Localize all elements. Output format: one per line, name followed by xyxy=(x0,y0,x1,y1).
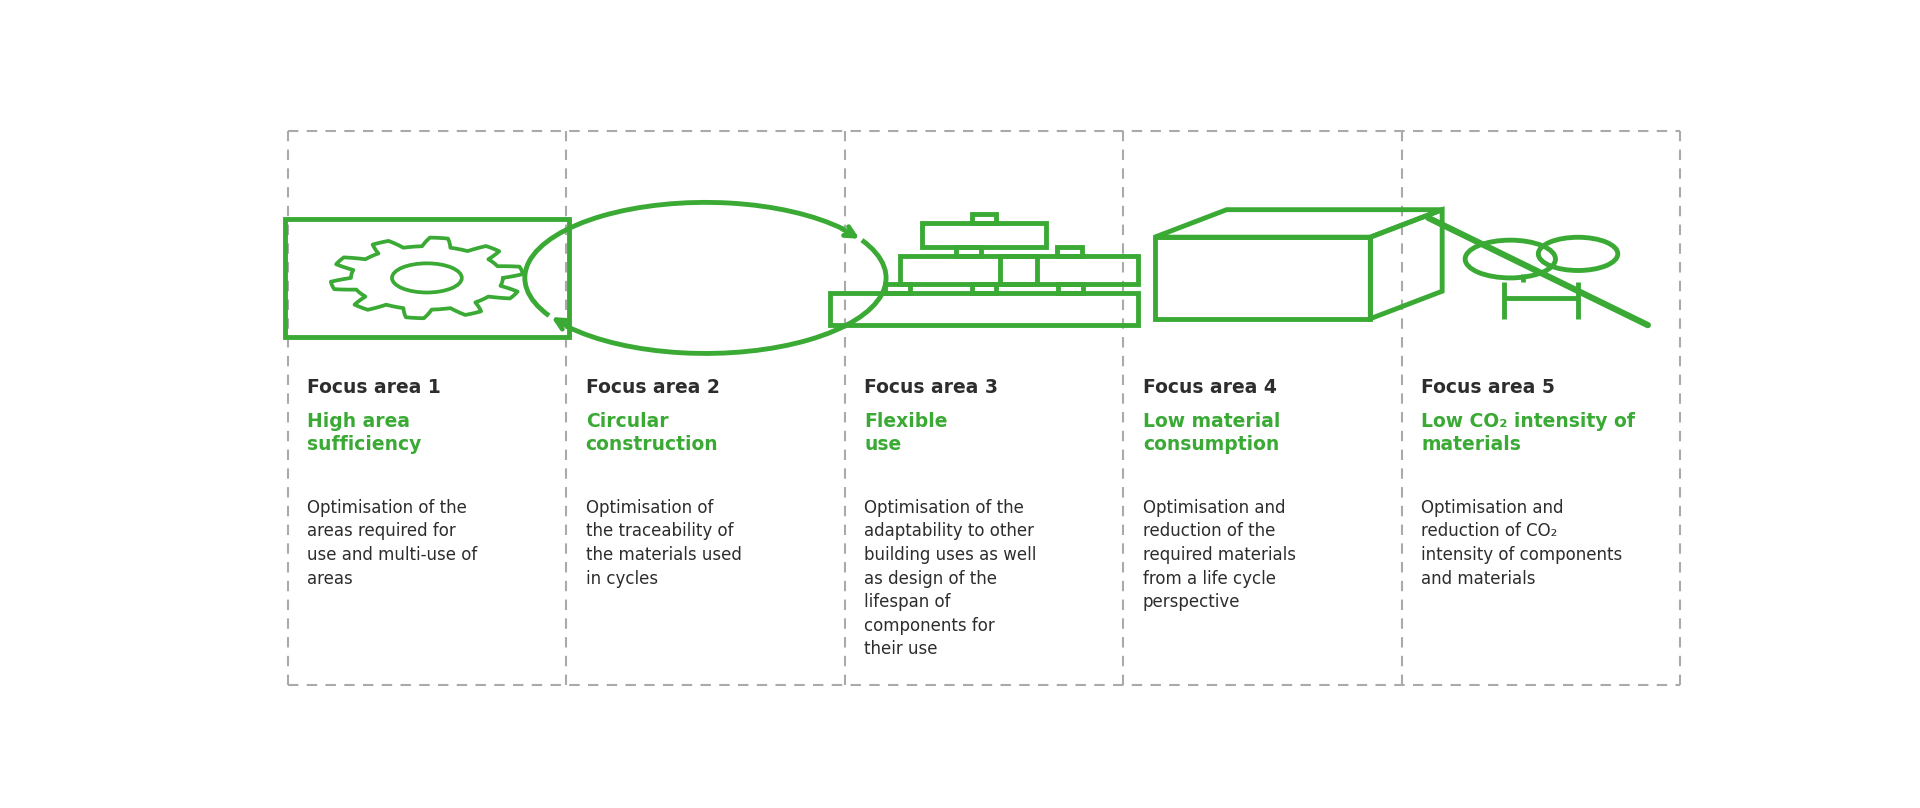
Text: Circular
construction: Circular construction xyxy=(586,412,718,454)
Text: Focus area 2: Focus area 2 xyxy=(586,377,720,397)
Bar xyxy=(885,284,910,292)
Text: Focus area 1: Focus area 1 xyxy=(307,377,442,397)
Text: Focus area 5: Focus area 5 xyxy=(1421,377,1555,397)
Bar xyxy=(1058,284,1083,292)
Text: Low material
consumption: Low material consumption xyxy=(1142,412,1281,454)
Text: Low CO₂ intensity of
materials: Low CO₂ intensity of materials xyxy=(1421,412,1636,454)
Text: Focus area 4: Focus area 4 xyxy=(1142,377,1277,397)
Bar xyxy=(1000,255,1139,284)
Bar xyxy=(286,219,568,337)
Text: High area
sufficiency: High area sufficiency xyxy=(307,412,422,454)
Text: Optimisation and
reduction of the
required materials
from a life cycle
perspecti: Optimisation and reduction of the requir… xyxy=(1142,499,1296,611)
Text: Focus area 3: Focus area 3 xyxy=(864,377,998,397)
Text: Optimisation of
the traceability of
the materials used
in cycles: Optimisation of the traceability of the … xyxy=(586,499,741,587)
Bar xyxy=(956,247,981,255)
Text: Optimisation of the
areas required for
use and multi-use of
areas: Optimisation of the areas required for u… xyxy=(307,499,478,587)
Bar xyxy=(972,214,996,223)
Bar xyxy=(1154,237,1371,318)
Text: Optimisation of the
adaptability to other
building uses as well
as design of the: Optimisation of the adaptability to othe… xyxy=(864,499,1037,659)
Text: Flexible
use: Flexible use xyxy=(864,412,948,454)
Bar xyxy=(1056,247,1081,255)
Bar xyxy=(972,284,996,292)
Bar xyxy=(922,223,1046,247)
Bar xyxy=(900,255,1037,284)
Bar xyxy=(829,292,1139,325)
Text: Optimisation and
reduction of CO₂
intensity of components
and materials: Optimisation and reduction of CO₂ intens… xyxy=(1421,499,1622,587)
